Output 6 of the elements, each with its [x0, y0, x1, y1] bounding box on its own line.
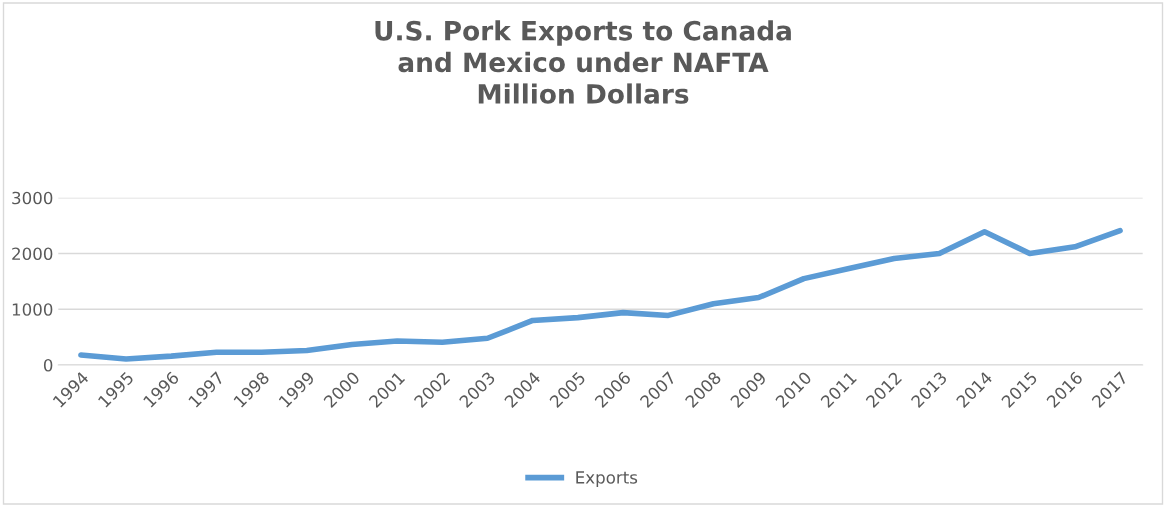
y-tick-label: 1000 — [12, 303, 53, 316]
chart-title: U.S. Pork Exports to Canada and Mexico under NAFTA Million Dollars — [375, 20, 791, 104]
y-tick-label: 0 — [43, 359, 53, 372]
y-tick-label: 3000 — [12, 191, 53, 205]
y-tick-label: 2000 — [12, 247, 53, 261]
legend-label: Exports — [576, 471, 638, 487]
